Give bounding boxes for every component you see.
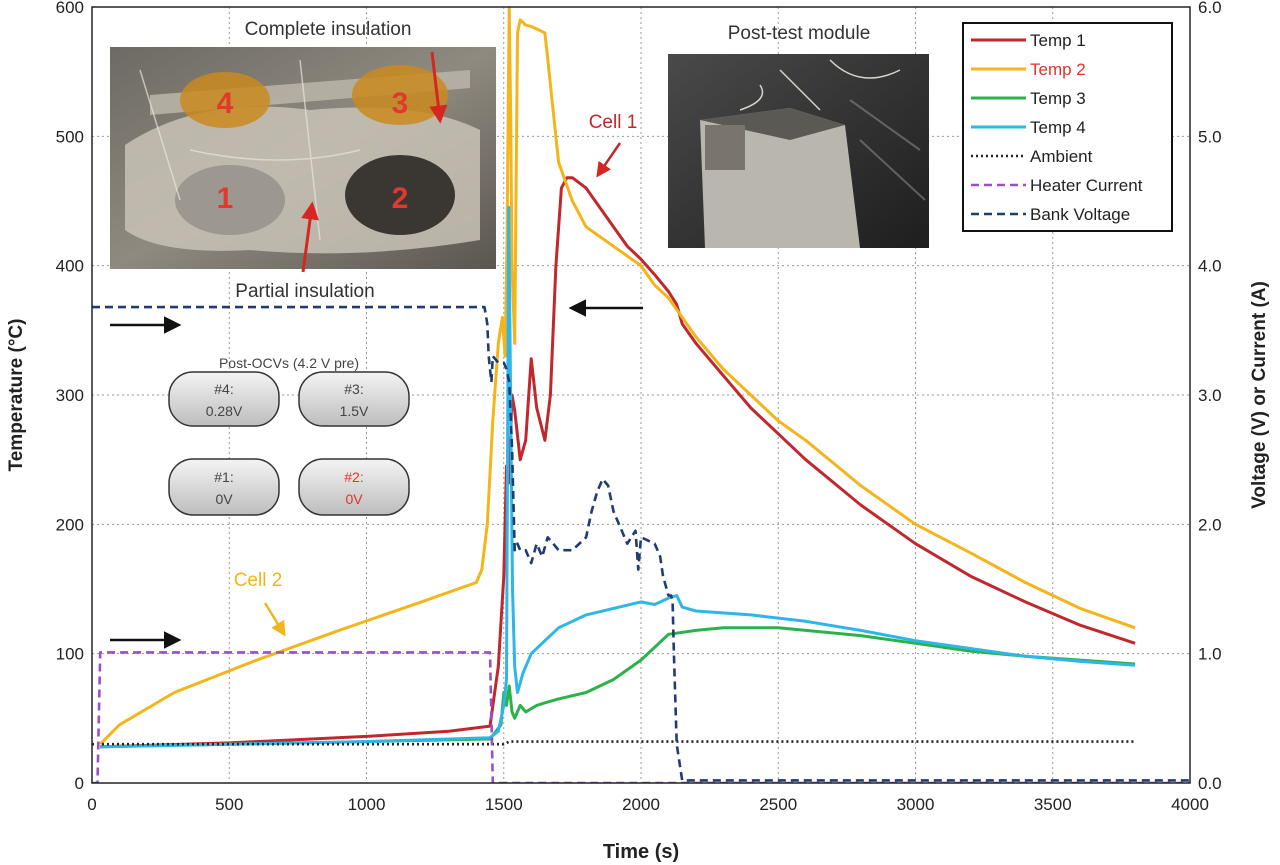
arrow-partial-insulation bbox=[301, 201, 320, 273]
series-lines bbox=[92, 7, 1190, 783]
x-tick-labels: 0 500 1000 1500 2000 2500 3000 3500 4000 bbox=[87, 795, 1209, 814]
series-line-temp-2 bbox=[99, 7, 1136, 746]
photo-post-test-module bbox=[668, 54, 929, 248]
x-tick-label: 1000 bbox=[348, 795, 386, 814]
y-tick-label: 0 bbox=[75, 774, 84, 793]
legend-label: Bank Voltage bbox=[1030, 205, 1130, 224]
photo-complete-insulation: 4 3 1 2 bbox=[110, 47, 496, 273]
svg-text:#3:: #3: bbox=[344, 381, 363, 397]
y-tick-label: 500 bbox=[56, 127, 84, 146]
y2-tick-label: 5.0 bbox=[1198, 127, 1222, 146]
legend-label: Temp 1 bbox=[1030, 31, 1086, 50]
y-tick-label: 100 bbox=[56, 645, 84, 664]
photo-label-1: 1 bbox=[217, 182, 234, 215]
annotation-cell-2: Cell 2 bbox=[234, 570, 283, 591]
annotation-post-test-module: Post-test module bbox=[728, 23, 871, 44]
legend: Temp 1 Temp 2 Temp 3 Temp 4 Ambient Heater Cu… bbox=[962, 22, 1173, 232]
y-tick-label: 600 bbox=[56, 0, 84, 17]
y2-tick-label: 3.0 bbox=[1198, 386, 1222, 405]
plot-frame bbox=[91, 6, 1191, 784]
legend-label: Temp 2 bbox=[1030, 60, 1086, 79]
svg-text:0V: 0V bbox=[215, 491, 233, 507]
ocv-badge-2: #2: 0V bbox=[298, 458, 410, 516]
series-line-temp-4 bbox=[100, 206, 1136, 749]
series-line-bank-voltage bbox=[92, 305, 1190, 782]
y-tick-labels: 0 100 200 300 400 500 600 bbox=[56, 0, 84, 793]
annotation-partial-insulation: Partial insulation bbox=[235, 281, 374, 302]
series-line-temp-1 bbox=[100, 176, 1136, 749]
y2-axis-label: Voltage (V) or Current (A) bbox=[1249, 281, 1270, 509]
x-tick-label: 0 bbox=[87, 795, 96, 814]
svg-text:0.28V: 0.28V bbox=[206, 403, 243, 419]
photo-label-3: 3 bbox=[392, 87, 409, 120]
x-tick-label: 4000 bbox=[1171, 795, 1209, 814]
x-axis-label: Time (s) bbox=[603, 841, 679, 863]
series-line-ambient bbox=[92, 740, 1136, 746]
y-tick-label: 200 bbox=[56, 515, 84, 534]
y2-tick-label: 2.0 bbox=[1198, 515, 1222, 534]
legend-label: Temp 3 bbox=[1030, 89, 1086, 108]
y2-tick-labels: 0.0 1.0 2.0 3.0 4.0 5.0 6.0 bbox=[1198, 0, 1222, 793]
y2-tick-label: 0.0 bbox=[1198, 774, 1222, 793]
ocv-badge-3: #3: 1.5V bbox=[298, 371, 410, 427]
y2-tick-label: 4.0 bbox=[1198, 257, 1222, 276]
arrow-complete-insulation bbox=[429, 51, 448, 124]
svg-text:#4:: #4: bbox=[214, 381, 233, 397]
ocv-badge-1: #1: 0V bbox=[168, 458, 280, 516]
legend-label: Temp 4 bbox=[1030, 118, 1086, 137]
x-tick-label: 2000 bbox=[622, 795, 660, 814]
annotation-complete-insulation: Complete insulation bbox=[245, 19, 412, 40]
svg-text:1.5V: 1.5V bbox=[340, 403, 369, 419]
x-tick-label: 3500 bbox=[1034, 795, 1072, 814]
svg-text:#2:: #2: bbox=[344, 469, 363, 485]
x-tick-label: 500 bbox=[215, 795, 243, 814]
x-tick-label: 3000 bbox=[897, 795, 935, 814]
annotation-cell-1: Cell 1 bbox=[589, 112, 638, 133]
arrow-cell-1 bbox=[596, 142, 622, 178]
arrow-cell-2 bbox=[263, 602, 286, 637]
x-tick-label: 2500 bbox=[759, 795, 797, 814]
svg-text:0V: 0V bbox=[345, 491, 363, 507]
y2-tick-label: 1.0 bbox=[1198, 645, 1222, 664]
photo-label-2: 2 bbox=[392, 182, 409, 215]
ocv-badge-4: #4: 0.28V bbox=[168, 371, 280, 427]
svg-text:#1:: #1: bbox=[214, 469, 233, 485]
legend-label: Heater Current bbox=[1030, 176, 1143, 195]
y-tick-label: 400 bbox=[56, 257, 84, 276]
x-tick-label: 1500 bbox=[485, 795, 523, 814]
legend-label: Ambient bbox=[1030, 147, 1093, 166]
series-line-temp-3 bbox=[100, 626, 1136, 749]
photo-label-4: 4 bbox=[217, 87, 234, 120]
series-line-heater-current bbox=[92, 651, 1190, 783]
y-tick-label: 300 bbox=[56, 386, 84, 405]
annotation-post-ocvs: Post-OCVs (4.2 V pre) bbox=[219, 355, 359, 371]
y2-tick-label: 6.0 bbox=[1198, 0, 1222, 17]
y-axis-label: Temperature (°C) bbox=[6, 319, 27, 472]
